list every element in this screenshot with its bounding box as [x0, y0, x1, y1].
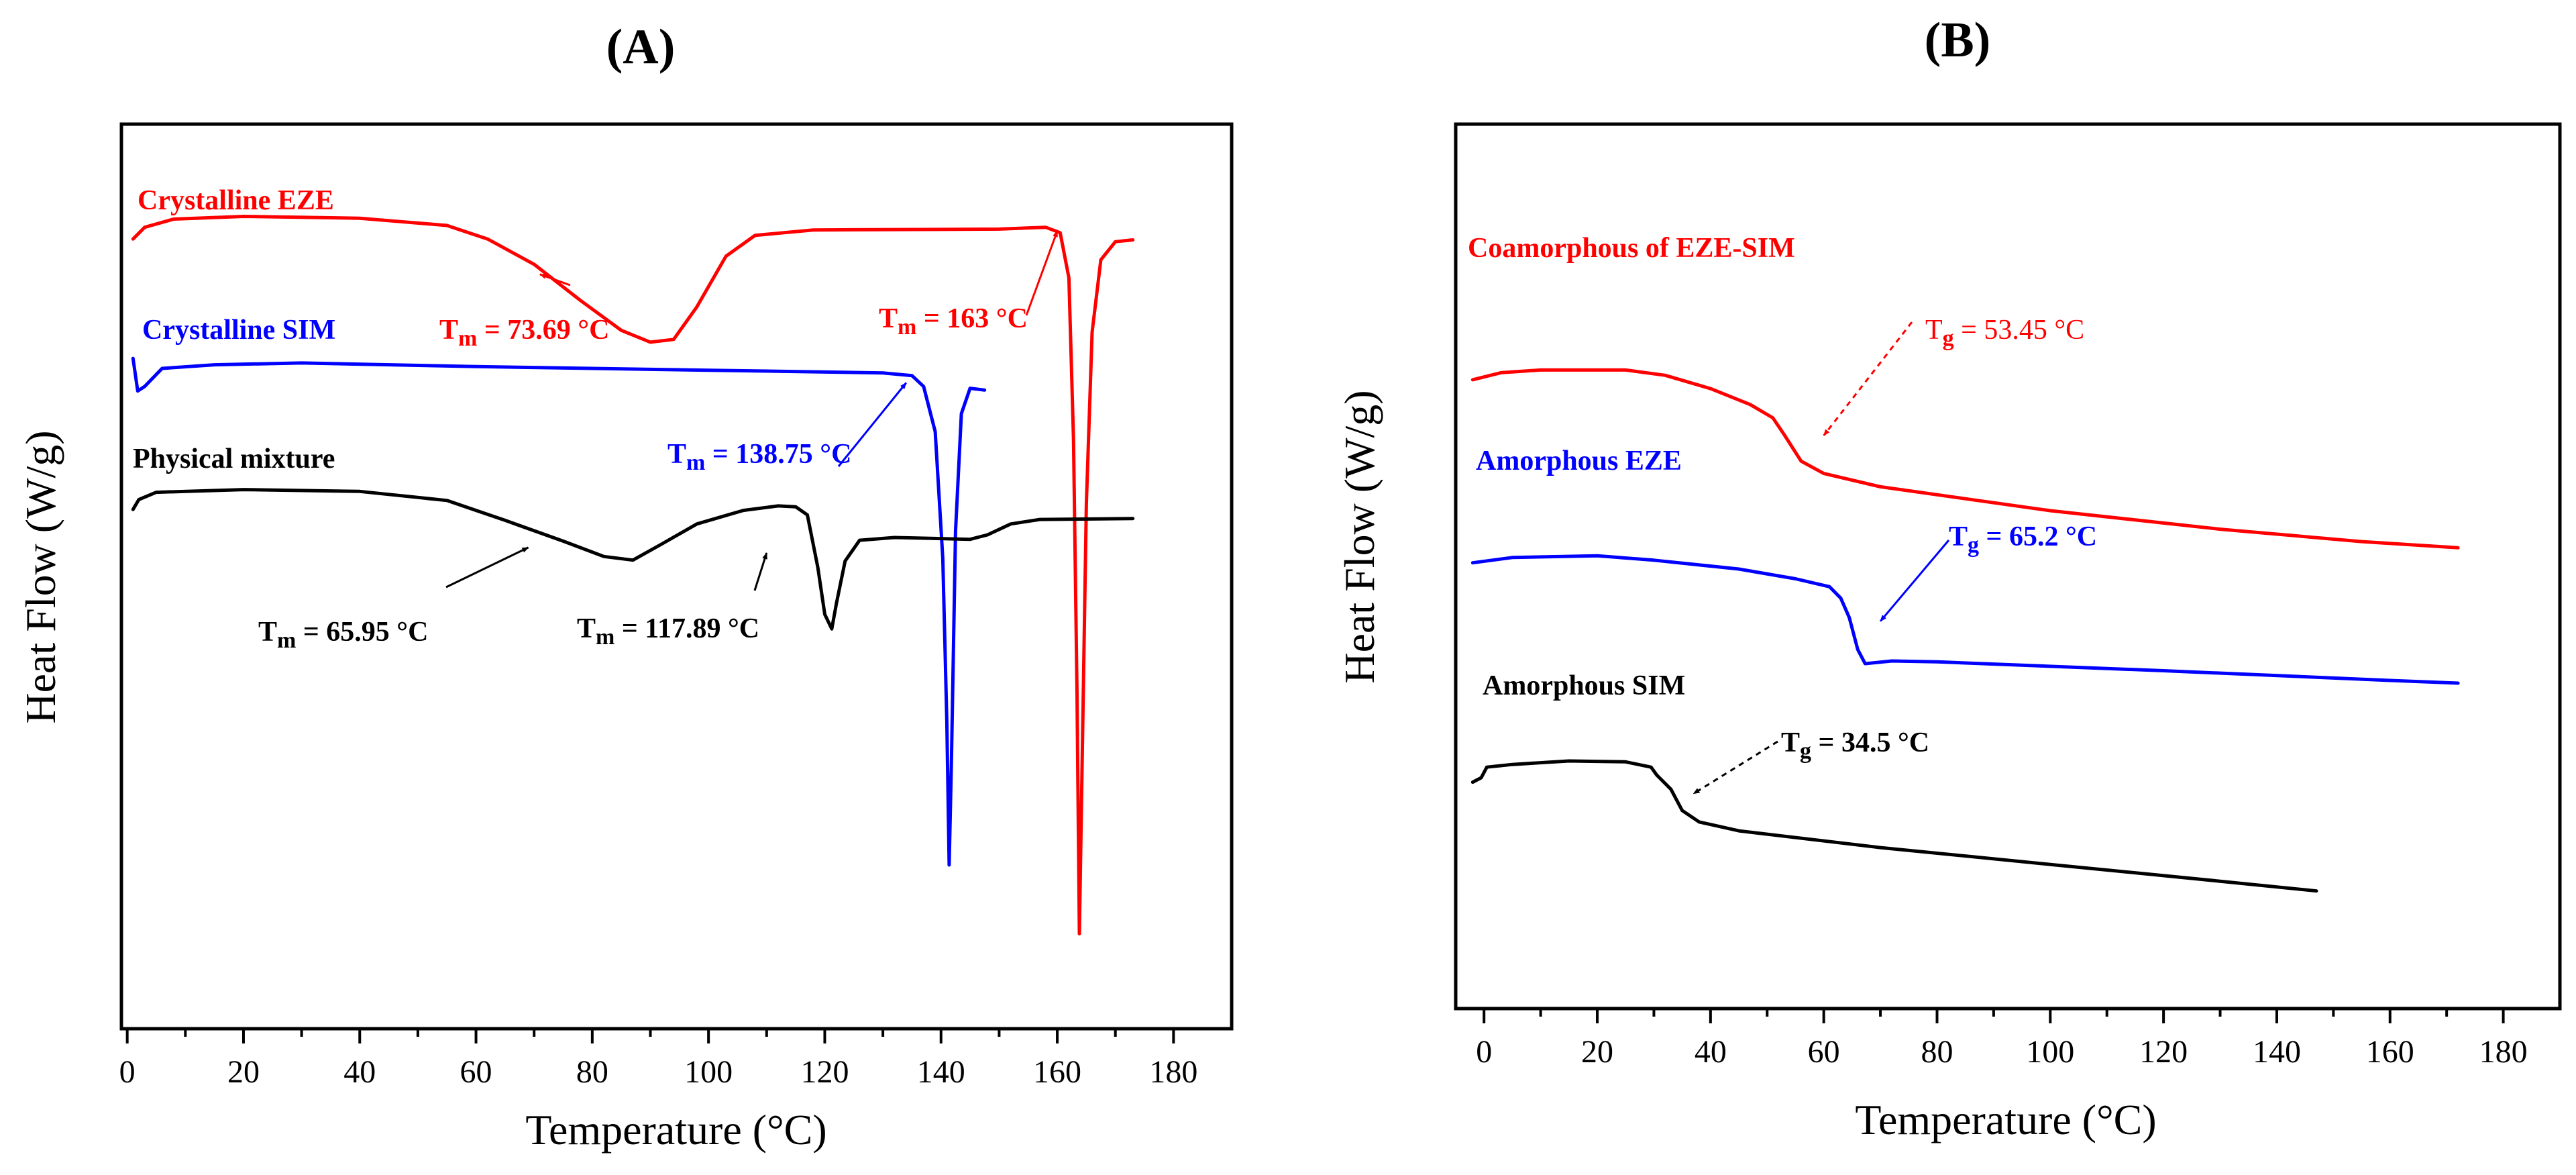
annotation-arrow — [1025, 230, 1059, 316]
x-tick-label: 60 — [1808, 1034, 1840, 1070]
x-tick-label: 0 — [1476, 1034, 1492, 1070]
x-axis-title-a: Temperature (°C) — [525, 1106, 826, 1154]
x-tick-label: 140 — [917, 1054, 965, 1090]
x-tick-label: 20 — [227, 1054, 260, 1090]
annotation-tm-eze-2: Tm = 163 °C — [879, 230, 1059, 340]
curve-label-amorphous-sim: Amorphous SIM — [1483, 670, 1685, 701]
curve-label-crystalline-eze: Crystalline EZE — [138, 185, 334, 216]
curve-label-coamorphous: Coamorphous of EZE-SIM — [1468, 233, 1795, 264]
x-tick-label: 40 — [343, 1054, 376, 1090]
panel-b: (B) Temperature (°C) Heat Flow (W/g) 0 20… — [1336, 13, 2562, 1143]
x-tick-label: 100 — [2026, 1034, 2074, 1070]
x-tick-label: 20 — [1581, 1034, 1613, 1070]
annotation-tm-mix-1: Tm = 65.95 °C — [258, 546, 529, 653]
series-line-amorphous-eze — [1470, 554, 2460, 685]
series-line-physical-mixture — [131, 488, 1135, 631]
panel-label-a: (A) — [606, 19, 676, 74]
curve-label-amorphous-eze: Amorphous EZE — [1476, 446, 1682, 476]
y-axis-title-a: Heat Flow (W/g) — [17, 430, 64, 723]
x-tick-label: 80 — [1921, 1034, 1953, 1070]
plot-frame-a — [119, 122, 1234, 1031]
x-axis-title-b: Temperature (°C) — [1855, 1096, 2156, 1143]
x-ticks-b: 0 20 40 60 80 100 120 140 160 180 — [1476, 1009, 2528, 1070]
annotation-arrow — [1879, 540, 1950, 622]
curves-b — [1470, 368, 2460, 893]
annotation-tg-coamorphous: Tg = 53.45 °C — [1823, 315, 2084, 436]
annotation-label: Tm = 73.69 °C — [439, 315, 609, 351]
x-tick-label: 120 — [2139, 1034, 2188, 1070]
annotation-arrow — [1823, 321, 1913, 436]
panel-a: (A) Temperature (°C) Heat Flow (W/g) 0 20… — [17, 19, 1234, 1154]
annotation-label: Tg = 65.2 °C — [1949, 521, 2097, 558]
x-tick-label: 60 — [460, 1054, 492, 1090]
annotation-arrow — [837, 382, 907, 467]
plot-frame-b — [1454, 122, 2562, 1011]
annotation-label: Tm = 117.89 °C — [577, 613, 759, 650]
annotation-tm-eze-1: Tm = 73.69 °C — [439, 273, 609, 351]
series-line-coamorphous-of-eze-sim — [1470, 368, 2460, 550]
series-line-crystalline-sim — [131, 356, 987, 867]
x-tick-label: 80 — [576, 1054, 608, 1090]
x-tick-label: 160 — [2366, 1034, 2414, 1070]
x-tick-label: 120 — [800, 1054, 849, 1090]
annotation-label: Tm = 138.75 °C — [667, 439, 851, 475]
annotation-label: Tm = 65.95 °C — [258, 617, 428, 653]
y-axis-title-b: Heat Flow (W/g) — [1336, 390, 1383, 683]
annotation-arrow — [445, 546, 529, 589]
curve-label-physical-mixture: Physical mixture — [133, 444, 335, 474]
x-tick-label: 140 — [2253, 1034, 2301, 1070]
x-tick-label: 40 — [1695, 1034, 1727, 1070]
annotation-tm-mix-2: Tm = 117.89 °C — [577, 552, 768, 650]
annotation-tg-amorphous-eze: Tg = 65.2 °C — [1879, 521, 2097, 622]
series-line-crystalline-eze — [131, 215, 1135, 935]
x-tick-label: 100 — [684, 1054, 733, 1090]
x-tick-label: 0 — [119, 1054, 136, 1090]
x-ticks-a: 0 20 40 60 80 100 120 140 160 180 — [119, 1029, 1197, 1090]
annotation-arrow — [753, 552, 768, 591]
x-tick-label: 160 — [1033, 1054, 1081, 1090]
annotation-tm-sim: Tm = 138.75 °C — [667, 382, 907, 475]
panel-label-b: (B) — [1925, 13, 1991, 68]
annotation-label: Tg = 53.45 °C — [1925, 315, 2084, 351]
curve-label-crystalline-sim: Crystalline SIM — [142, 315, 335, 346]
curves-a — [131, 215, 1135, 935]
annotation-tg-amorphous-sim: Tg = 34.5 °C — [1693, 727, 1929, 795]
annotation-arrow — [1693, 740, 1778, 795]
annotation-label: Tg = 34.5 °C — [1781, 727, 1929, 764]
x-tick-label: 180 — [1149, 1054, 1197, 1090]
annotation-arrow — [539, 273, 571, 287]
annotation-label: Tm = 163 °C — [879, 303, 1028, 340]
series-line-amorphous-sim — [1470, 759, 2318, 893]
x-tick-label: 180 — [2479, 1034, 2528, 1070]
